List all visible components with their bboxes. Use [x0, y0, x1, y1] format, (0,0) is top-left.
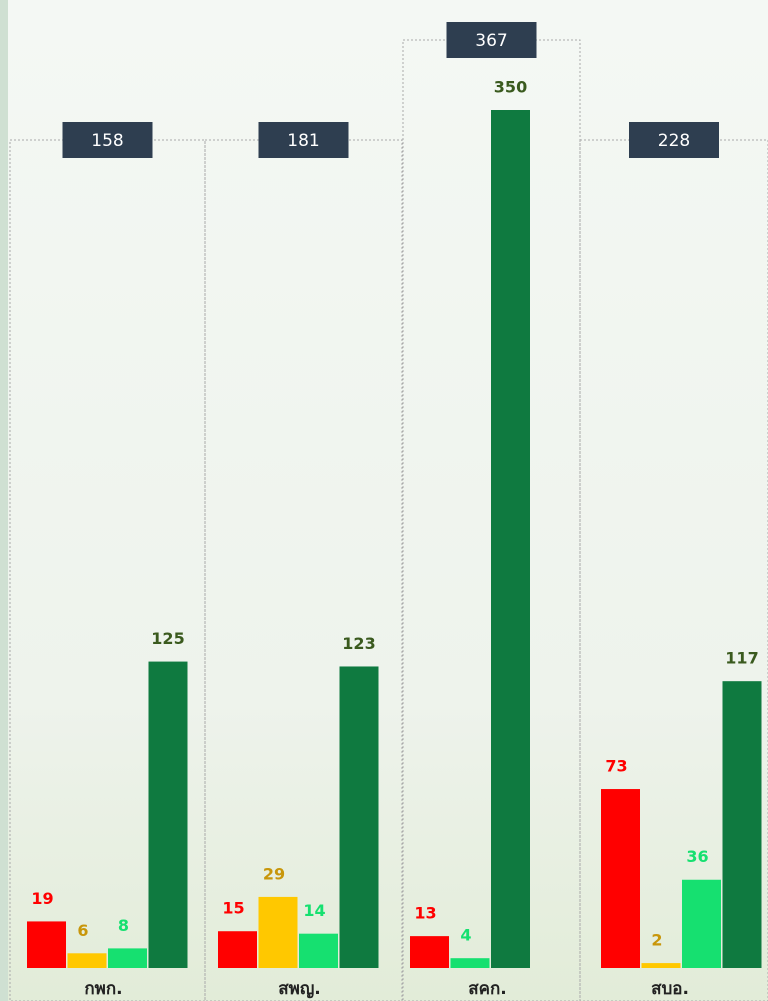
- total-label: 158: [91, 131, 123, 151]
- bar: [108, 948, 147, 968]
- bar: [259, 897, 298, 968]
- bar: [601, 789, 640, 968]
- bar: [218, 931, 257, 968]
- total-label: 181: [287, 131, 319, 151]
- bar: [340, 666, 379, 968]
- bar: [451, 958, 490, 968]
- bar: [410, 936, 449, 968]
- left-edge: [0, 0, 8, 1001]
- total-label: 367: [475, 31, 507, 51]
- value-label: 14: [303, 901, 325, 920]
- bar: [682, 880, 721, 968]
- category-label: สบอ.: [651, 979, 689, 999]
- category-label: สคก.: [468, 979, 507, 999]
- value-label: 8: [118, 916, 129, 935]
- bar: [642, 963, 681, 968]
- value-label: 13: [414, 904, 436, 923]
- value-label: 19: [31, 889, 53, 908]
- bar: [491, 110, 530, 968]
- value-label: 4: [460, 926, 471, 945]
- value-label: 29: [263, 864, 285, 883]
- value-label: 125: [151, 629, 184, 648]
- page: 19 6 8 125 158 กพก. 15 29 14 123 181 สพญ. 13 4 350 367 ส…: [0, 0, 768, 1001]
- value-label: 36: [686, 847, 708, 866]
- bar: [149, 662, 188, 968]
- value-label: 117: [725, 649, 758, 668]
- bar: [27, 921, 66, 968]
- bar: [723, 681, 762, 968]
- total-label: 228: [658, 131, 690, 151]
- value-label: 350: [494, 78, 527, 97]
- chart: 19 6 8 125 158 กพก. 15 29 14 123 181 สพญ. 13 4 350 367 ส…: [0, 0, 768, 1001]
- value-label: 6: [77, 921, 88, 940]
- value-label: 123: [342, 634, 375, 653]
- bar: [299, 934, 338, 968]
- category-label: กพก.: [84, 979, 122, 999]
- value-label: 15: [222, 899, 244, 918]
- value-label: 2: [651, 931, 662, 950]
- value-label: 73: [605, 757, 627, 776]
- bar: [68, 953, 107, 968]
- category-label: สพญ.: [278, 979, 321, 999]
